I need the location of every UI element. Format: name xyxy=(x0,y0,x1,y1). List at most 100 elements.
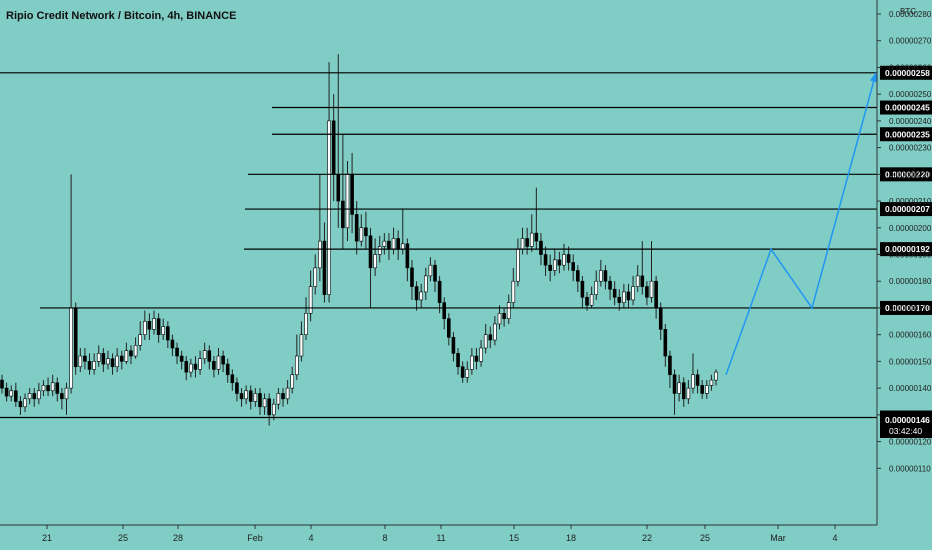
candle-body xyxy=(672,374,677,394)
candle-body xyxy=(212,361,216,370)
candle-body xyxy=(497,312,502,325)
candle-body xyxy=(83,355,87,362)
y-tick-label: 0.00000220 xyxy=(889,170,932,179)
candle-body xyxy=(147,321,152,330)
y-tick-label: 0.00000230 xyxy=(889,144,932,153)
candle-body xyxy=(654,280,658,309)
candle-body xyxy=(96,353,101,362)
time-axis[interactable]: 21 25 28 Feb 4 8 11 15 18 22 25 Mar 4 xyxy=(42,525,838,543)
candle-body xyxy=(608,280,612,290)
level-label: 0.00000220 xyxy=(885,169,930,179)
candle-body xyxy=(433,264,437,282)
candle-body xyxy=(474,355,479,362)
candle-body xyxy=(138,334,142,346)
x-tick-label: Feb xyxy=(247,533,263,543)
candle-body xyxy=(488,334,493,341)
candle-body xyxy=(534,232,539,242)
candle-body xyxy=(377,246,382,255)
candle-body xyxy=(170,339,175,349)
candle-body xyxy=(566,254,571,263)
candle-body xyxy=(617,296,622,303)
candle-body xyxy=(64,387,69,400)
candle-body xyxy=(271,403,276,416)
y-tick-label: 0.00000160 xyxy=(889,331,932,340)
candle-body xyxy=(640,275,645,287)
candle-body xyxy=(101,353,106,365)
level-badge xyxy=(880,127,932,142)
candle-body xyxy=(428,264,433,277)
candle-body xyxy=(548,264,552,271)
candle-body xyxy=(419,291,423,301)
candle-body xyxy=(580,280,585,298)
candle-body xyxy=(359,227,364,242)
candle-body xyxy=(350,174,354,215)
candle-body xyxy=(295,355,299,376)
candle-body xyxy=(290,374,295,389)
countdown-label: 03:42:40 xyxy=(889,426,922,436)
y-tick-label: 0.00000140 xyxy=(889,384,932,393)
y-tick-label: 0.00000170 xyxy=(889,304,932,313)
candle-body xyxy=(106,358,110,365)
candle-body xyxy=(714,371,718,381)
candle-body xyxy=(239,393,244,400)
candle-body xyxy=(525,238,529,247)
candle-body xyxy=(594,280,599,295)
level-badge xyxy=(880,242,932,257)
candle-body xyxy=(681,382,686,400)
candle-body xyxy=(437,280,442,303)
candle-body xyxy=(207,350,212,362)
candle-body xyxy=(14,390,18,402)
candle-body xyxy=(115,355,119,368)
candle-body xyxy=(248,390,253,402)
candle-body xyxy=(46,385,50,392)
candle-body xyxy=(92,361,96,370)
unit-label: BTC xyxy=(900,7,916,16)
candle-body xyxy=(285,387,290,400)
candle-body xyxy=(447,318,451,338)
level-badge xyxy=(880,100,932,115)
candle-body xyxy=(658,307,663,330)
candle-body xyxy=(235,382,239,394)
y-tick-label: 0.00000210 xyxy=(889,197,932,206)
candle-body xyxy=(216,355,221,370)
y-tick-label: 0.00000280 xyxy=(889,10,932,19)
candle-body xyxy=(400,243,405,250)
candle-body xyxy=(322,240,327,295)
candle-body xyxy=(230,374,235,384)
y-tick-label: 0.00000110 xyxy=(889,464,931,473)
candle-body xyxy=(691,374,695,389)
candle-body xyxy=(649,280,654,298)
candle-body xyxy=(506,302,511,319)
candle-body xyxy=(336,174,341,202)
y-tick-label: 0.00000150 xyxy=(889,357,932,366)
candle-body xyxy=(516,248,520,282)
candle-body xyxy=(571,262,575,271)
y-tick-label: 0.00000260 xyxy=(889,63,932,72)
x-tick-label: 4 xyxy=(308,533,313,543)
candle-body xyxy=(175,347,179,357)
candle-body xyxy=(373,254,377,269)
candle-body xyxy=(483,334,488,349)
x-tick-label: 25 xyxy=(118,533,128,543)
candle-body xyxy=(69,307,73,389)
candle-body xyxy=(304,312,308,335)
candle-body xyxy=(631,286,635,301)
candle-body xyxy=(193,363,198,370)
candle-body xyxy=(119,355,124,362)
candle-body xyxy=(78,355,83,368)
candle-body xyxy=(368,235,373,269)
projection-arrow-head xyxy=(869,72,878,83)
candle-body xyxy=(143,321,147,335)
projection-path xyxy=(725,72,877,376)
candle-body xyxy=(585,296,589,306)
x-tick-label: 15 xyxy=(509,533,519,543)
candle-body xyxy=(152,318,156,330)
candle-body xyxy=(4,387,9,397)
price-axis[interactable]: 0.000001100.000001200.000001300.00000140… xyxy=(877,10,932,473)
candle-body xyxy=(345,174,350,229)
candle-body xyxy=(267,398,271,416)
candle-body xyxy=(695,374,700,386)
candle-body xyxy=(41,385,46,392)
candle-body xyxy=(364,227,368,237)
